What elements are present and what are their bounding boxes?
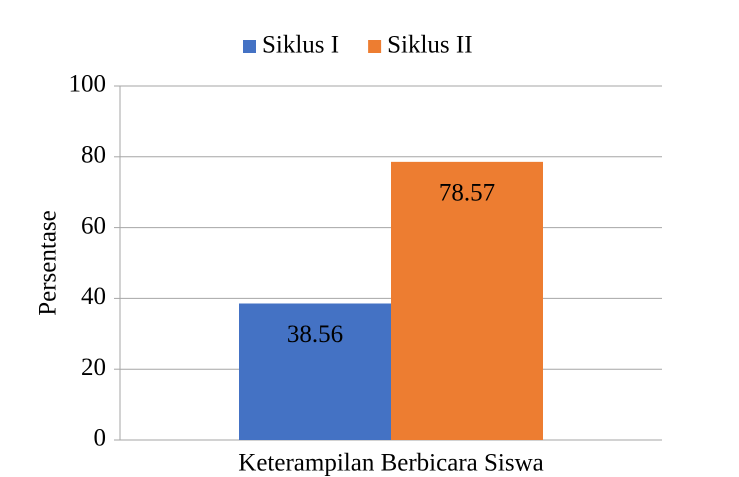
data-label: 78.57: [439, 180, 495, 207]
y-tick-label: 80: [81, 142, 106, 169]
legend-label: Siklus I: [262, 32, 339, 59]
chart: Persentase 0 20 40 60 80 100 Keterampilan Berb…: [0, 0, 739, 477]
legend-swatch: [368, 40, 381, 53]
x-tick-label: Keterampilan Berbicara Siswa: [238, 450, 543, 477]
legend-swatch: [243, 40, 256, 53]
legend-label: Siklus II: [387, 32, 472, 59]
y-axis-label: Persentase: [35, 210, 62, 316]
y-tick-label: 20: [81, 354, 106, 381]
y-tick-label: 0: [94, 425, 107, 452]
y-tick-label: 40: [81, 283, 106, 310]
y-tick-label: 60: [81, 212, 106, 239]
y-tick-label: 100: [69, 71, 107, 98]
data-label: 38.56: [287, 321, 343, 348]
